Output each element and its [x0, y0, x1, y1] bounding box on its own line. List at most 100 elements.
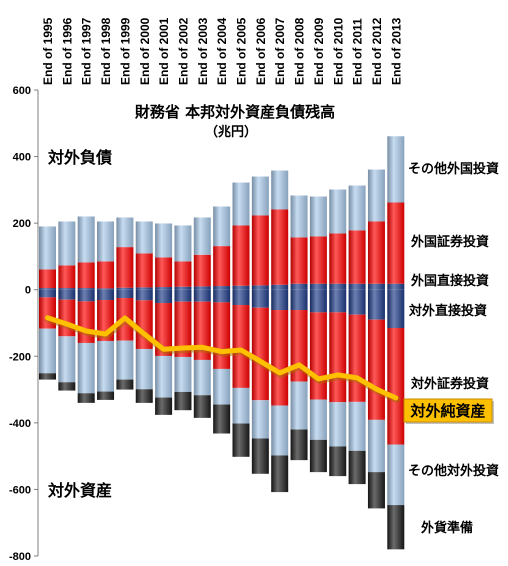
bar-end-of-1997 — [77, 216, 95, 403]
y-tick-label-minus-600: -600 — [9, 484, 31, 496]
bar-segment-end-of-1998-series-1 — [97, 261, 115, 289]
net-assets-line — [45, 315, 399, 401]
bar-segment-end-of-2005-series-1 — [232, 225, 250, 286]
x-tick-label-end-of-2005: End of 2005 — [235, 17, 249, 85]
bar-end-of-1999 — [116, 217, 134, 390]
bar-segment-end-of-1995-series-6 — [39, 373, 56, 380]
bar-segment-end-of-1997-series-1 — [77, 262, 95, 289]
bar-segment-end-of-1999-series-5 — [116, 340, 134, 380]
bars — [39, 136, 405, 550]
bar-segment-end-of-1997-series-5 — [77, 342, 95, 394]
bar-segment-end-of-1999-series-6 — [116, 379, 134, 390]
bar-segment-end-of-2003-series-3 — [193, 289, 211, 302]
bar-segment-end-of-2002-series-2 — [174, 225, 192, 262]
x-tick-label-end-of-2008: End of 2008 — [293, 17, 307, 85]
bar-segment-end-of-2010-series-4 — [329, 312, 347, 403]
bar-segment-end-of-2007-series-3 — [271, 289, 289, 311]
bar-segment-end-of-1999-series-0 — [116, 287, 134, 290]
bar-end-of-1996 — [58, 221, 76, 391]
bar-segment-end-of-1997-series-6 — [77, 393, 95, 403]
bar-segment-end-of-2008-series-4 — [290, 310, 308, 382]
net-assets-label: 対外純資産 — [403, 398, 494, 424]
x-tick-label-end-of-1995: End of 1995 — [41, 17, 55, 85]
bar-segment-end-of-2001-series-3 — [155, 289, 173, 304]
bar-segment-end-of-2006-series-5 — [251, 400, 269, 439]
chart-subtitle: （兆円） — [205, 124, 257, 140]
bar-segment-end-of-2010-series-1 — [329, 233, 347, 284]
bar-segment-end-of-2000-series-2 — [135, 221, 153, 254]
x-tick-label-end-of-2002: End of 2002 — [176, 17, 190, 85]
bar-segment-end-of-2004-series-2 — [213, 206, 231, 247]
x-tick-label-end-of-2013: End of 2013 — [389, 17, 403, 85]
bar-segment-end-of-2003-series-1 — [193, 254, 211, 287]
net-assets-label-box — [403, 398, 493, 423]
x-tick-label-end-of-2010: End of 2010 — [331, 17, 345, 85]
bar-segment-end-of-2004-series-4 — [213, 302, 231, 369]
net-assets-series — [45, 315, 401, 403]
bar-segment-end-of-2001-series-1 — [155, 257, 173, 288]
bar-segment-end-of-2004-series-1 — [213, 246, 231, 287]
bar-segment-end-of-1997-series-0 — [77, 288, 95, 290]
bar-segment-end-of-2013-series-0 — [387, 283, 405, 290]
series-label-foreign-direct-investment: 外国直接投資 — [410, 273, 489, 289]
series-label-other-outward-investment: その他対外投資 — [408, 463, 499, 479]
bar-end-of-2005 — [232, 182, 250, 457]
bar-segment-end-of-2002-series-4 — [174, 301, 192, 357]
bar-segment-end-of-2011-series-0 — [348, 283, 366, 290]
bar-segment-end-of-2005-series-4 — [232, 305, 250, 388]
bar-segment-end-of-2006-series-3 — [251, 289, 269, 308]
bar-segment-end-of-2008-series-0 — [290, 283, 308, 290]
bar-segment-end-of-2010-series-5 — [329, 402, 347, 447]
x-tick-label-end-of-2012: End of 2012 — [370, 17, 384, 85]
bar-segment-end-of-2005-series-0 — [232, 285, 250, 290]
bar-segment-end-of-1999-series-3 — [116, 289, 134, 299]
bar-segment-end-of-2002-series-6 — [174, 391, 192, 411]
x-axis-labels: End of 1995 End of 1996 End of 1997 End of … — [41, 17, 403, 85]
bar-segment-end-of-2013-series-2 — [387, 136, 405, 203]
bar-segment-end-of-2012-series-5 — [367, 419, 385, 473]
bar-segment-end-of-2009-series-5 — [309, 399, 327, 440]
y-tick-label-600: 600 — [13, 85, 31, 97]
bar-segment-end-of-1996-series-0 — [58, 288, 76, 290]
bar-segment-end-of-2000-series-1 — [135, 253, 153, 288]
bar-end-of-2012 — [367, 169, 385, 509]
bar-segment-end-of-1998-series-0 — [97, 288, 115, 290]
bar-end-of-2011 — [348, 185, 366, 485]
bar-segment-end-of-2011-series-3 — [348, 289, 366, 315]
bar-segment-end-of-2004-series-5 — [213, 368, 231, 405]
bar-segment-end-of-2011-series-6 — [348, 450, 366, 485]
bar-segment-end-of-2008-series-3 — [290, 289, 308, 311]
y-tick-label-minus-400: -400 — [9, 418, 31, 430]
net-assets-label-text: 対外純資産 — [409, 402, 485, 420]
bar-end-of-1995 — [39, 226, 56, 380]
bar-segment-end-of-2004-series-3 — [213, 289, 231, 303]
bar-segment-end-of-2007-series-0 — [271, 284, 289, 290]
bar-segment-end-of-1995-series-3 — [39, 289, 56, 298]
bar-end-of-2001 — [155, 223, 173, 415]
bar-segment-end-of-2009-series-0 — [309, 283, 327, 290]
series-label-other-foreign-investment: その他外国投資 — [408, 161, 499, 177]
bar-segment-end-of-2005-series-6 — [232, 423, 250, 457]
bar-segment-end-of-2007-series-6 — [271, 455, 289, 493]
bar-segment-end-of-2000-series-0 — [135, 287, 153, 290]
bar-end-of-2002 — [174, 225, 192, 411]
bar-segment-end-of-2010-series-6 — [329, 446, 347, 477]
bar-segment-end-of-2001-series-5 — [155, 355, 173, 398]
bar-segment-end-of-2013-series-5 — [387, 444, 405, 506]
bar-segment-end-of-2006-series-1 — [251, 215, 269, 286]
bar-segment-end-of-2007-series-2 — [271, 170, 289, 210]
bar-segment-end-of-2012-series-6 — [367, 472, 385, 509]
bar-segment-end-of-2008-series-2 — [290, 195, 308, 238]
y-tick-label-minus-200: -200 — [9, 351, 31, 363]
bar-segment-end-of-2013-series-1 — [387, 202, 405, 284]
bar-segment-end-of-1996-series-1 — [58, 265, 76, 289]
chart-title: 財務省 本邦対外資産負債残高 — [134, 103, 335, 121]
bar-segment-end-of-2006-series-0 — [251, 285, 269, 290]
y-tick-label-200: 200 — [13, 218, 31, 230]
bar-segment-end-of-2010-series-0 — [329, 283, 347, 290]
bar-segment-end-of-2003-series-5 — [193, 359, 211, 396]
bar-segment-end-of-1998-series-6 — [97, 391, 115, 400]
bar-segment-end-of-2009-series-1 — [309, 236, 327, 284]
bar-end-of-2006 — [251, 176, 269, 474]
